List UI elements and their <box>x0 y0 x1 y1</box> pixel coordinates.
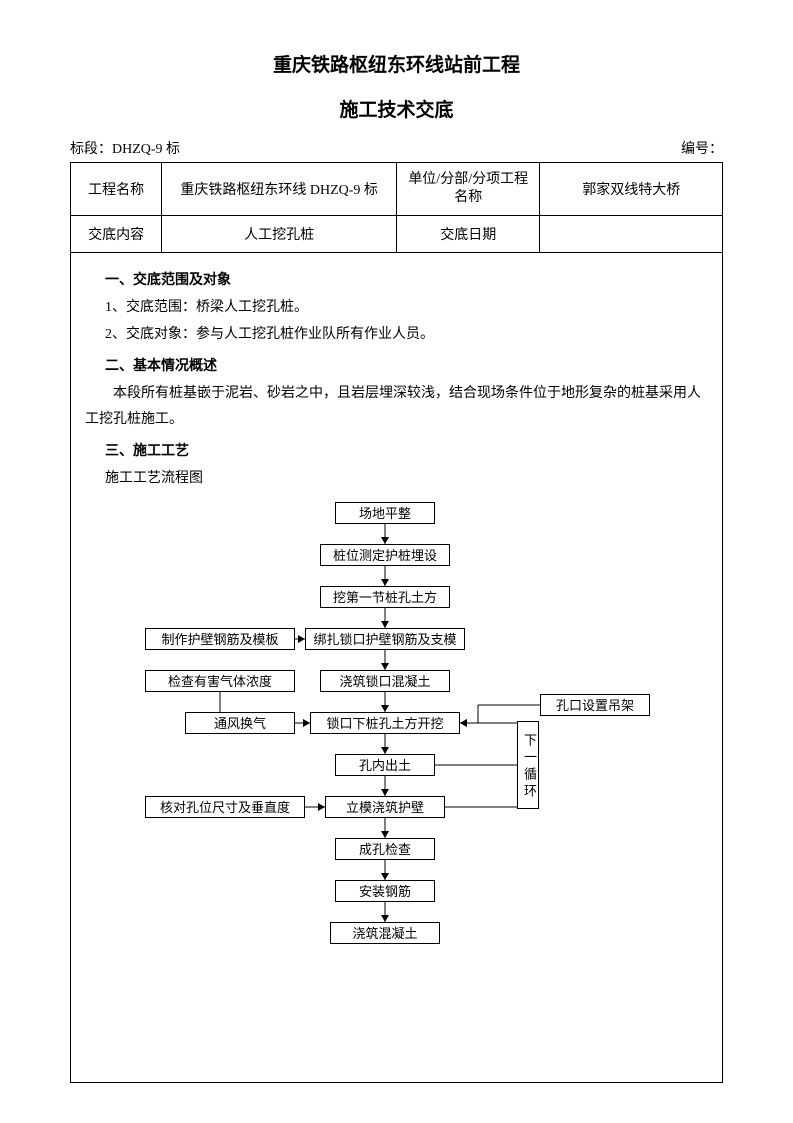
table-row: 交底内容 人工挖孔桩 交底日期 <box>71 216 723 253</box>
section-heading-1: 一、交底范围及对象 <box>105 269 708 289</box>
table-row: 工程名称 重庆铁路枢纽东环线 DHZQ-9 标 单位/分部/分项工程名称 郭家双… <box>71 163 723 216</box>
paragraph: 本段所有桩基嵌于泥岩、砂岩之中，且岩层埋深较浅，结合现场条件位于地形复杂的桩基采… <box>85 381 708 434</box>
section-heading-2: 二、基本情况概述 <box>105 355 708 375</box>
flowchart: 场地平整桩位测定护桩埋设挖第一节桩孔土方绑扎锁口护壁钢筋及支模浇筑锁口混凝土锁口… <box>85 502 708 1062</box>
serial-label: 编号： <box>681 138 723 158</box>
cell-project-name-value: 重庆铁路枢纽东环线 DHZQ-9 标 <box>162 163 397 216</box>
meta-row: 标段：DHZQ-9 标 编号： <box>70 138 723 158</box>
flow-lines <box>85 502 715 1062</box>
cell-date-label: 交底日期 <box>396 216 539 253</box>
page-title-line2: 施工技术交底 <box>70 95 723 122</box>
page: 重庆铁路枢纽东环线站前工程 施工技术交底 标段：DHZQ-9 标 编号： 工程名… <box>0 0 793 1123</box>
cell-subproject-value: 郭家双线特大桥 <box>540 163 723 216</box>
cell-subproject-label: 单位/分部/分项工程名称 <box>396 163 539 216</box>
cell-date-value <box>540 216 723 253</box>
cell-project-name-label: 工程名称 <box>71 163 162 216</box>
paragraph: 施工工艺流程图 <box>105 466 708 493</box>
cell-content-value: 人工挖孔桩 <box>162 216 397 253</box>
paragraph: 1、交底范围：桥梁人工挖孔桩。 <box>105 295 708 322</box>
section-heading-3: 三、施工工艺 <box>105 440 708 460</box>
section-label: 标段：DHZQ-9 标 <box>70 138 180 158</box>
content-box: 一、交底范围及对象 1、交底范围：桥梁人工挖孔桩。 2、交底对象：参与人工挖孔桩… <box>70 253 723 1083</box>
info-table: 工程名称 重庆铁路枢纽东环线 DHZQ-9 标 单位/分部/分项工程名称 郭家双… <box>70 162 723 253</box>
flow-loop-label: 下一循环 <box>520 731 539 803</box>
cell-content-label: 交底内容 <box>71 216 162 253</box>
paragraph: 2、交底对象：参与人工挖孔桩作业队所有作业人员。 <box>105 322 708 349</box>
page-title-line1: 重庆铁路枢纽东环线站前工程 <box>70 50 723 77</box>
